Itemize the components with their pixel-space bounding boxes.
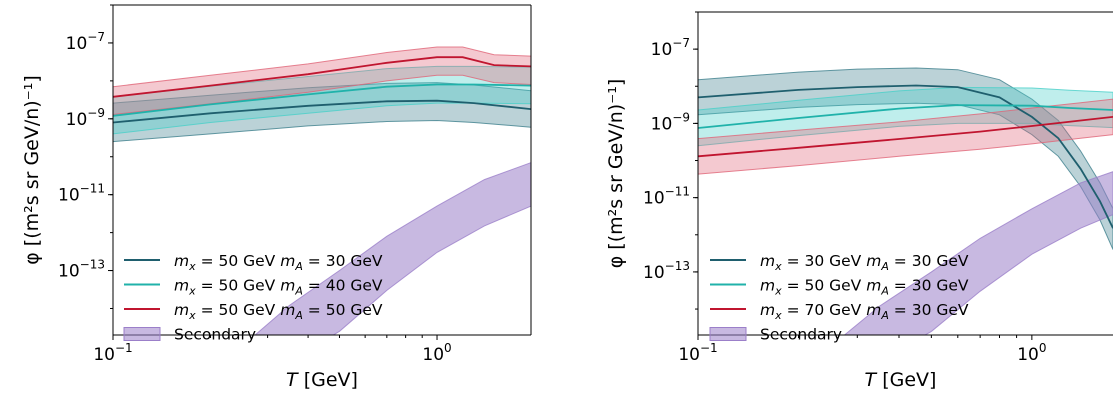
series-line-0 [113, 99, 531, 124]
legend-label: mx = 50 GeV mA = 50 GeV [174, 301, 383, 322]
right-chart: 10−7 10−9 10−11 10−13 10−1 100 T [GeV] φ [(m²s … [605, 11, 1113, 391]
legend-label: Secondary [174, 326, 256, 344]
legend-swatch [123, 327, 161, 341]
x-tick-label: 10−1 [93, 341, 132, 365]
y-axis-label: φ [(m²s sr GeV/n)⁻¹] [605, 79, 627, 269]
legend-item: mx = 70 GeV mA = 30 GeV [710, 301, 969, 322]
x-tick-label: 100 [422, 341, 451, 365]
band-series-1 [113, 65, 531, 135]
legend-label: Secondary [760, 326, 842, 344]
axes: 10−7 10−9 10−11 10−13 10−1 100 T [GeV] φ [(m²s … [605, 11, 1113, 391]
series-line-0 [698, 84, 1113, 229]
x-tick-label: 100 [1017, 341, 1046, 365]
legend-label: mx = 50 GeV mA = 30 GeV [760, 277, 969, 298]
legend-item: mx = 50 GeV mA = 40 GeV [124, 277, 383, 298]
legend-swatch [709, 327, 747, 341]
y-tick-label: 10−13 [643, 259, 690, 283]
y-axis-label: φ [(m²s sr GeV/n)⁻¹] [21, 75, 43, 265]
y-tick-label: 10−9 [651, 110, 690, 134]
axes: 10−7 10−9 10−11 10−13 10−1 100 T [GeV] φ [(m²s … [21, 4, 532, 391]
legend-item: mx = 30 GeV mA = 30 GeV [710, 252, 969, 273]
series-line-1 [698, 104, 1113, 129]
band-secondary [254, 162, 531, 335]
series-line-2 [698, 116, 1113, 158]
band-series-1 [698, 86, 1113, 147]
y-tick-label: 10−11 [58, 182, 105, 206]
plot-area [113, 46, 531, 335]
y-tick-label: 10−11 [643, 185, 690, 209]
legend-label: mx = 50 GeV mA = 30 GeV [174, 252, 383, 273]
legend-item: mx = 50 GeV mA = 50 GeV [124, 301, 383, 322]
legend-label: mx = 70 GeV mA = 30 GeV [760, 301, 969, 322]
legend-item: Secondary [123, 326, 256, 344]
y-tick-label: 10−9 [66, 106, 105, 130]
y-tick-label: 10−7 [651, 36, 690, 60]
x-tick-label: 10−1 [678, 341, 717, 365]
band-series-2 [113, 46, 531, 116]
plot-area [698, 67, 1113, 335]
left-chart: 10−7 10−9 10−11 10−13 10−1 100 T [GeV] φ [(m²s … [21, 4, 532, 391]
band-secondary [843, 171, 1113, 335]
legend-item: mx = 50 GeV mA = 30 GeV [710, 277, 969, 298]
legend: mx = 50 GeV mA = 30 GeV mx = 50 GeV mA = … [123, 252, 383, 344]
legend-label: mx = 30 GeV mA = 30 GeV [760, 252, 969, 273]
band-series-2 [698, 98, 1113, 175]
series-line-2 [113, 56, 531, 98]
band-series-0 [698, 67, 1113, 250]
x-axis-label: T [GeV] [865, 369, 937, 391]
legend-label: mx = 50 GeV mA = 40 GeV [174, 277, 383, 298]
legend: mx = 30 GeV mA = 30 GeV mx = 50 GeV mA = … [709, 252, 969, 344]
legend-item: mx = 50 GeV mA = 30 GeV [124, 252, 383, 273]
legend-item: Secondary [709, 326, 842, 344]
y-tick-label: 10−7 [66, 30, 105, 54]
series-line-1 [113, 83, 531, 117]
x-axis-label: T [GeV] [286, 369, 358, 391]
y-tick-label: 10−13 [58, 258, 105, 282]
